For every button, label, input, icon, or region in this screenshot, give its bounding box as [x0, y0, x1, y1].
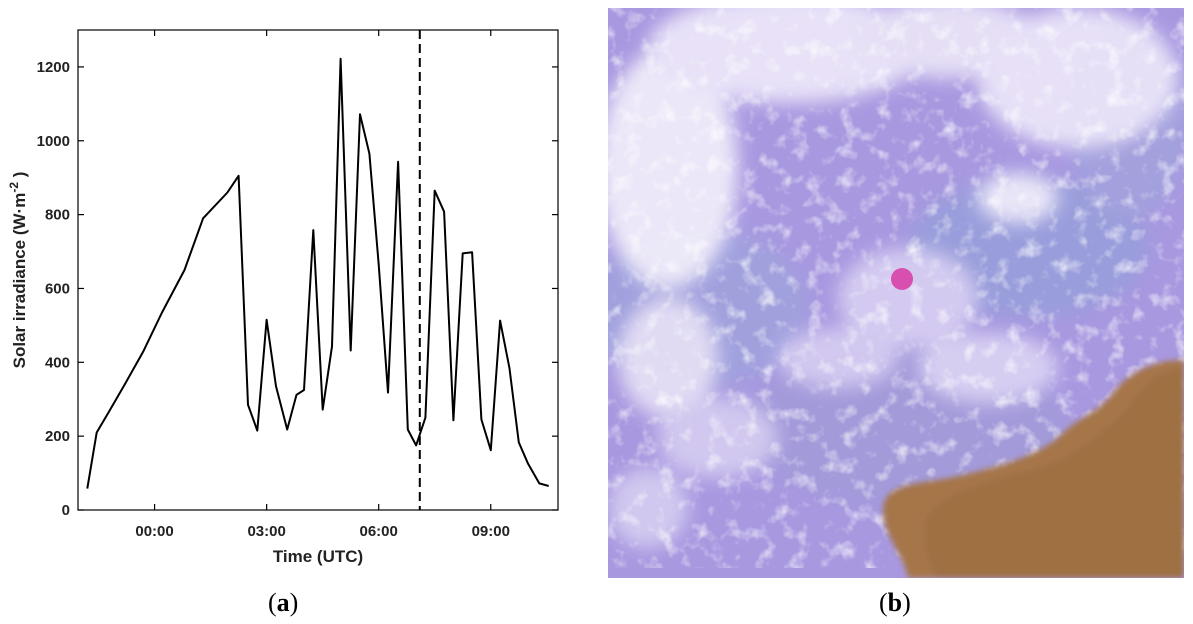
x-tick-label: 06:00: [360, 523, 398, 540]
y-tick-label: 600: [45, 280, 70, 297]
caption-b-letter: b: [887, 588, 903, 617]
caption-b: (b): [879, 588, 911, 617]
irradiance-line: [86, 57, 549, 489]
y-tick-label: 800: [45, 207, 70, 224]
y-tick-label: 400: [45, 354, 70, 371]
chart-panel-a: 0 200 400 600 800 1000 1200 00:00 03:00 06:00 09:0…: [0, 0, 580, 624]
y-tick-label: 200: [45, 428, 70, 445]
caption-a: (a): [268, 588, 299, 617]
plot-frame: [77, 29, 559, 511]
y-tick-label: 1000: [37, 133, 70, 150]
irradiance-chart: 0 200 400 600 800 1000 1200 00:00 03:00 06:00 09:0…: [7, 29, 559, 566]
y-tick-label: 0: [62, 502, 70, 519]
satellite-image: [608, 8, 1184, 578]
caption-a-letter: a: [276, 588, 290, 617]
x-axis-label: Time (UTC): [273, 547, 363, 566]
y-axis-label: Solar irradiance (W·m-2 ): [7, 172, 29, 369]
y-tick-label: 1200: [37, 59, 70, 76]
x-tick-label: 03:00: [247, 523, 285, 540]
satellite-panel-b: (b): [600, 0, 1193, 624]
desert-region: [883, 360, 1184, 578]
x-tick-label: 09:00: [472, 523, 510, 540]
location-marker: [891, 268, 913, 290]
x-tick-label: 00:00: [135, 523, 173, 540]
